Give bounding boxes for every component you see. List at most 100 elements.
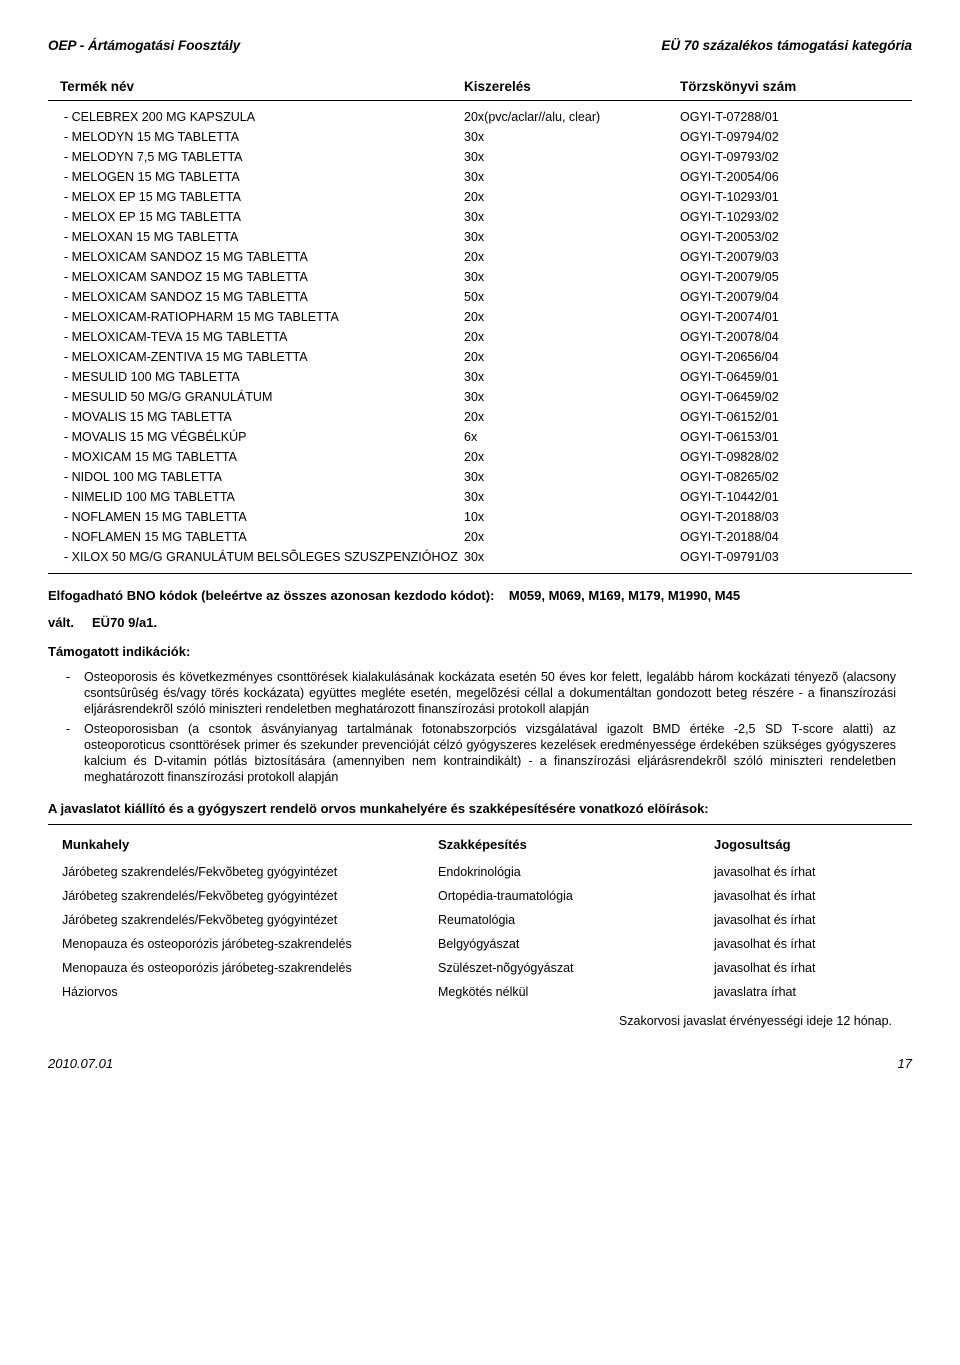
cell-name: - MELOXICAM-TEVA 15 MG TABLETTA	[64, 330, 464, 344]
cell-reg: OGYI-T-20079/03	[680, 250, 912, 264]
cell-pack: 20x	[464, 530, 680, 544]
cell-spec: Belgyógyászat	[438, 937, 714, 951]
cell-reg: OGYI-T-09794/02	[680, 130, 912, 144]
table-row: - MESULID 100 MG TABLETTA30xOGYI-T-06459…	[64, 367, 912, 387]
cell-workplace: Járóbeteg szakrendelés/Fekvõbeteg gyógyi…	[62, 889, 438, 903]
cell-name: - MELOXICAM SANDOZ 15 MG TABLETTA	[64, 290, 464, 304]
cell-reg: OGYI-T-20078/04	[680, 330, 912, 344]
table-row: - MELOXICAM-RATIOPHARM 15 MG TABLETTA20x…	[64, 307, 912, 327]
cell-right: javasolhat és írhat	[714, 961, 898, 975]
worktable-body: Járóbeteg szakrendelés/Fekvõbeteg gyógyi…	[62, 860, 898, 1004]
cell-pack: 20x	[464, 250, 680, 264]
table-row: - MELOGEN 15 MG TABLETTA30xOGYI-T-20054/…	[64, 167, 912, 187]
bno-codes: M059, M069, M169, M179, M1990, M45	[509, 588, 740, 603]
table-row: - NIMELID 100 MG TABLETTA30xOGYI-T-10442…	[64, 487, 912, 507]
section-valt: vált.	[48, 615, 74, 630]
cell-reg: OGYI-T-09793/02	[680, 150, 912, 164]
table-row: - MOXICAM 15 MG TABLETTA20xOGYI-T-09828/…	[64, 447, 912, 467]
wth-workplace: Munkahely	[62, 837, 438, 852]
cell-right: javasolhat és írhat	[714, 865, 898, 879]
cell-pack: 10x	[464, 510, 680, 524]
table-row: - MELODYN 15 MG TABLETTA30xOGYI-T-09794/…	[64, 127, 912, 147]
cell-spec: Ortopédia-traumatológia	[438, 889, 714, 903]
tamogatott-title: Támogatott indikációk:	[48, 644, 912, 659]
cell-name: - MESULID 100 MG TABLETTA	[64, 370, 464, 384]
worktable-header: Munkahely Szakképesítés Jogosultság	[62, 825, 898, 860]
table-row: - XILOX 50 MG/G GRANULÁTUM BELSÕLEGES SZ…	[64, 547, 912, 567]
cell-spec: Endokrinológia	[438, 865, 714, 879]
cell-workplace: Háziorvos	[62, 985, 438, 999]
table-row: - MELODYN 7,5 MG TABLETTA30xOGYI-T-09793…	[64, 147, 912, 167]
cell-name: - MELOXICAM-ZENTIVA 15 MG TABLETTA	[64, 350, 464, 364]
cell-workplace: Járóbeteg szakrendelés/Fekvõbeteg gyógyi…	[62, 913, 438, 927]
cell-reg: OGYI-T-20188/04	[680, 530, 912, 544]
cell-reg: OGYI-T-06153/01	[680, 430, 912, 444]
indication-item: -Osteoporosisban (a csontok ásványianyag…	[66, 721, 896, 785]
javaslat-title: A javaslatot kiállító és a gyógyszert re…	[48, 801, 912, 825]
cell-name: - NOFLAMEN 15 MG TABLETTA	[64, 530, 464, 544]
cell-reg: OGYI-T-09791/03	[680, 550, 912, 564]
cell-reg: OGYI-T-20074/01	[680, 310, 912, 324]
product-table-header: Termék név Kiszerelés Törzskönyvi szám	[48, 75, 912, 101]
page-header: OEP - Ártámogatási Foosztály EÜ 70 száza…	[48, 38, 912, 53]
table-row: - MELOXAN 15 MG TABLETTA30xOGYI-T-20053/…	[64, 227, 912, 247]
header-left: OEP - Ártámogatási Foosztály	[48, 38, 240, 53]
indication-text: Osteoporosis és következményes csonttöré…	[84, 669, 896, 717]
header-right: EÜ 70 százalékos támogatási kategória	[661, 38, 912, 53]
worktable-row: Járóbeteg szakrendelés/Fekvõbeteg gyógyi…	[62, 860, 898, 884]
cell-reg: OGYI-T-10293/01	[680, 190, 912, 204]
worktable-row: HáziorvosMegkötés nélküljavaslatra írhat	[62, 980, 898, 1004]
th-name: Termék név	[60, 79, 464, 94]
cell-reg: OGYI-T-07288/01	[680, 110, 912, 124]
indications-list: -Osteoporosis és következményes csonttör…	[48, 669, 912, 785]
cell-right: javasolhat és írhat	[714, 889, 898, 903]
cell-pack: 20x	[464, 350, 680, 364]
table-row: - CELEBREX 200 MG KAPSZULA20x(pvc/aclar/…	[64, 107, 912, 127]
cell-name: - MOVALIS 15 MG TABLETTA	[64, 410, 464, 424]
cell-spec: Reumatológia	[438, 913, 714, 927]
cell-reg: OGYI-T-06459/01	[680, 370, 912, 384]
bno-label: Elfogadható BNO kódok (beleértve az össz…	[48, 588, 494, 603]
cell-pack: 30x	[464, 490, 680, 504]
cell-reg: OGYI-T-10293/02	[680, 210, 912, 224]
table-row: - MELOX EP 15 MG TABLETTA20xOGYI-T-10293…	[64, 187, 912, 207]
cell-reg: OGYI-T-06459/02	[680, 390, 912, 404]
wth-right: Jogosultság	[714, 837, 898, 852]
cell-pack: 20x	[464, 450, 680, 464]
cell-reg: OGYI-T-20054/06	[680, 170, 912, 184]
cell-spec: Szülészet-nõgyógyászat	[438, 961, 714, 975]
th-reg: Törzskönyvi szám	[680, 79, 912, 94]
cell-right: javaslatra írhat	[714, 985, 898, 999]
cell-workplace: Járóbeteg szakrendelés/Fekvõbeteg gyógyi…	[62, 865, 438, 879]
table-row: - NIDOL 100 MG TABLETTA30xOGYI-T-08265/0…	[64, 467, 912, 487]
cell-reg: OGYI-T-08265/02	[680, 470, 912, 484]
cell-pack: 20x	[464, 330, 680, 344]
cell-name: - MELODYN 7,5 MG TABLETTA	[64, 150, 464, 164]
cell-name: - MOXICAM 15 MG TABLETTA	[64, 450, 464, 464]
cell-workplace: Menopauza és osteoporózis járóbeteg-szak…	[62, 937, 438, 951]
table-row: - MOVALIS 15 MG TABLETTA20xOGYI-T-06152/…	[64, 407, 912, 427]
cell-pack: 30x	[464, 130, 680, 144]
cell-pack: 20x(pvc/aclar//alu, clear)	[464, 110, 680, 124]
section-code: EÜ70 9/a1.	[92, 615, 157, 630]
cell-spec: Megkötés nélkül	[438, 985, 714, 999]
cell-pack: 30x	[464, 230, 680, 244]
cell-name: - MELOXICAM SANDOZ 15 MG TABLETTA	[64, 250, 464, 264]
cell-name: - MELOGEN 15 MG TABLETTA	[64, 170, 464, 184]
cell-name: - MESULID 50 MG/G GRANULÁTUM	[64, 390, 464, 404]
cell-name: - MELODYN 15 MG TABLETTA	[64, 130, 464, 144]
validity-text: Szakorvosi javaslat érvényességi ideje 1…	[48, 1014, 892, 1028]
cell-pack: 30x	[464, 370, 680, 384]
dash-icon: -	[66, 669, 84, 717]
cell-reg: OGYI-T-20079/04	[680, 290, 912, 304]
cell-pack: 30x	[464, 150, 680, 164]
footer-page: 17	[898, 1056, 912, 1071]
cell-pack: 30x	[464, 550, 680, 564]
cell-pack: 20x	[464, 190, 680, 204]
cell-reg: OGYI-T-20079/05	[680, 270, 912, 284]
worktable-row: Járóbeteg szakrendelés/Fekvõbeteg gyógyi…	[62, 908, 898, 932]
cell-name: - MOVALIS 15 MG VÉGBÉLKÚP	[64, 430, 464, 444]
indication-text: Osteoporosisban (a csontok ásványianyag …	[84, 721, 896, 785]
th-pack: Kiszerelés	[464, 79, 680, 94]
cell-right: javasolhat és írhat	[714, 937, 898, 951]
